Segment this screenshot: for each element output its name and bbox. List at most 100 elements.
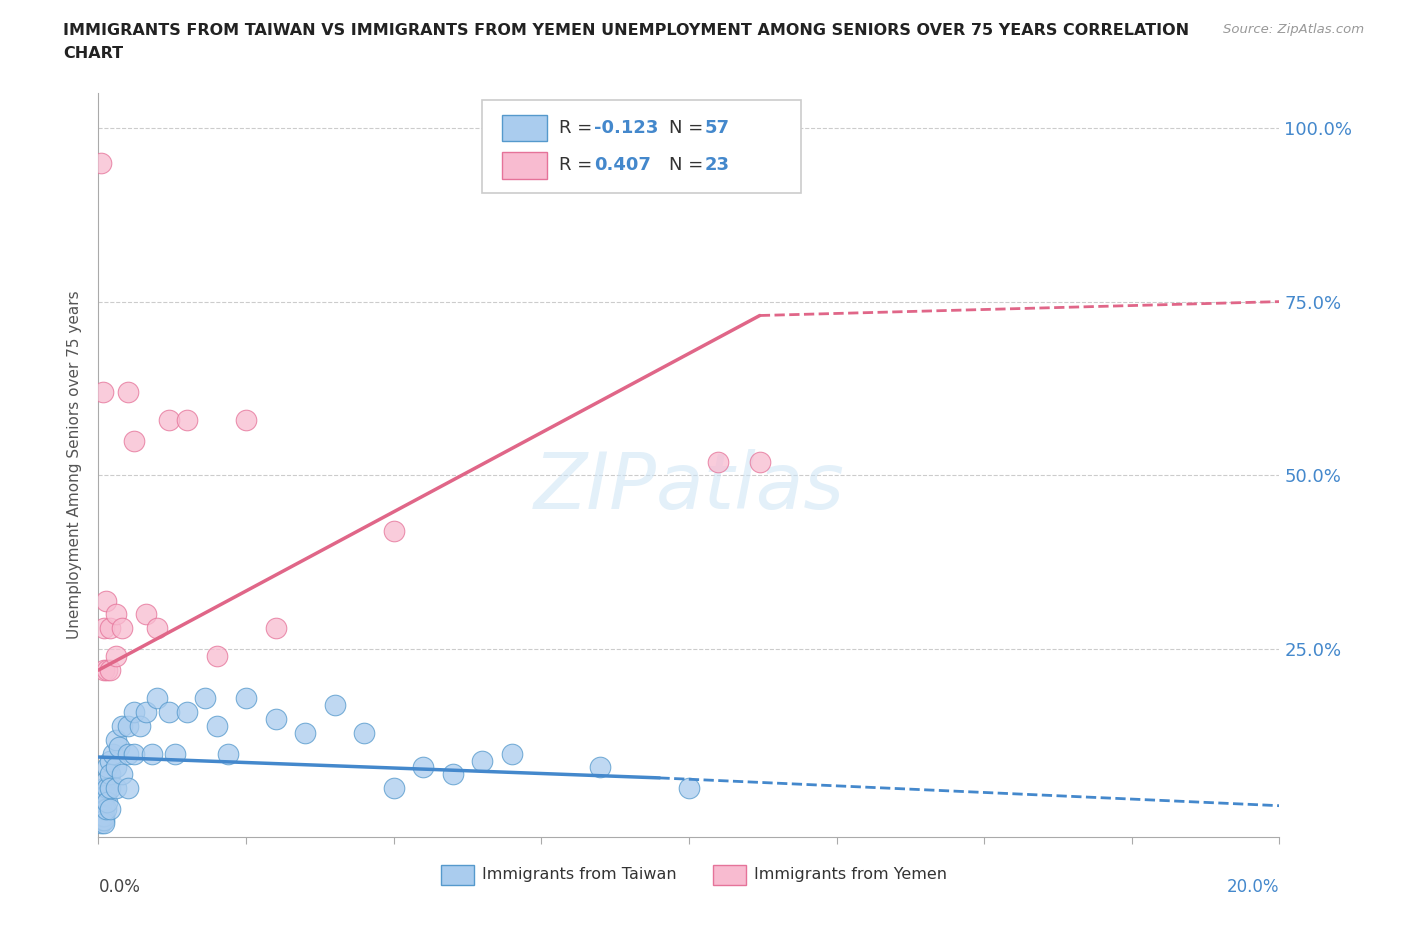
Point (93, 802, 115, 817)
Point (748, 454, 770, 469)
Point (146, 621, 169, 636)
Point (157, 704, 180, 719)
Point (678, 781, 700, 796)
Point (98, 781, 121, 796)
Point (94, 788, 117, 803)
Text: Source: ZipAtlas.com: Source: ZipAtlas.com (1223, 23, 1364, 36)
Point (707, 454, 730, 469)
Point (294, 725, 316, 740)
Point (93, 788, 115, 803)
Point (105, 732, 128, 747)
Point (94, 774, 117, 789)
Point (589, 760, 612, 775)
Point (103, 746, 125, 761)
Point (122, 746, 145, 761)
Point (105, 781, 128, 796)
Point (382, 524, 405, 538)
Point (105, 607, 128, 622)
Point (117, 718, 139, 733)
Point (264, 621, 287, 636)
Point (117, 746, 139, 761)
Point (105, 649, 128, 664)
Point (93, 812, 115, 827)
Point (90, 788, 112, 803)
Point (382, 781, 405, 796)
Point (90, 812, 112, 827)
Point (91, 812, 114, 827)
Point (98, 802, 121, 817)
Point (135, 704, 157, 719)
Point (91, 809, 114, 824)
Point (264, 711, 287, 726)
Text: 0.0%: 0.0% (98, 878, 141, 896)
Point (353, 725, 375, 740)
Point (157, 412, 180, 427)
Text: IMMIGRANTS FROM TAIWAN VS IMMIGRANTS FROM YEMEN UNEMPLOYMENT AMONG SENIORS OVER : IMMIGRANTS FROM TAIWAN VS IMMIGRANTS FRO… (63, 23, 1189, 38)
FancyBboxPatch shape (502, 114, 547, 141)
Point (91, 384, 114, 399)
Point (93, 621, 115, 636)
Point (111, 767, 134, 782)
Point (235, 690, 257, 705)
Point (146, 690, 169, 705)
Y-axis label: Unemployment Among Seniors over 75 years: Unemployment Among Seniors over 75 years (67, 291, 83, 639)
Point (135, 607, 157, 622)
Point (96, 663, 118, 678)
Text: CHART: CHART (63, 46, 124, 61)
Point (176, 704, 198, 719)
Point (117, 781, 139, 796)
Point (90, 816, 112, 830)
Point (205, 718, 228, 733)
Point (165, 746, 187, 761)
Point (98, 753, 121, 768)
Point (96, 781, 118, 796)
Point (93, 663, 115, 678)
Point (94, 802, 117, 817)
Point (128, 718, 150, 733)
Point (90, 155, 112, 170)
Point (471, 753, 494, 768)
Text: R =: R = (560, 156, 598, 174)
Point (96, 795, 118, 810)
Point (122, 433, 145, 448)
Point (141, 746, 163, 761)
Text: R =: R = (560, 119, 598, 137)
Text: 20.0%: 20.0% (1227, 878, 1279, 896)
Point (98, 663, 121, 678)
FancyBboxPatch shape (713, 865, 745, 885)
FancyBboxPatch shape (441, 865, 474, 885)
Point (98, 621, 121, 636)
Point (96, 760, 118, 775)
Point (176, 412, 198, 427)
Point (108, 739, 131, 754)
Point (111, 718, 134, 733)
Point (111, 621, 134, 636)
Point (94, 593, 117, 608)
Text: N =: N = (669, 119, 709, 137)
Text: -0.123: -0.123 (595, 119, 659, 137)
Point (93, 781, 115, 796)
Point (90, 809, 112, 824)
Text: ZIPatlas: ZIPatlas (533, 449, 845, 525)
Point (93, 816, 115, 830)
Point (105, 760, 128, 775)
Text: 0.407: 0.407 (595, 156, 651, 174)
Point (122, 704, 145, 719)
Point (205, 649, 228, 664)
Text: 23: 23 (704, 156, 730, 174)
Point (117, 384, 139, 399)
FancyBboxPatch shape (482, 100, 801, 193)
Point (501, 746, 523, 761)
Text: Immigrants from Taiwan: Immigrants from Taiwan (482, 868, 676, 883)
Point (217, 746, 239, 761)
Text: 57: 57 (704, 119, 730, 137)
FancyBboxPatch shape (502, 152, 547, 179)
Point (194, 690, 217, 705)
Point (323, 698, 346, 712)
Point (412, 760, 434, 775)
Text: N =: N = (669, 156, 709, 174)
Point (93, 809, 115, 824)
Point (90, 802, 112, 817)
Text: Immigrants from Yemen: Immigrants from Yemen (754, 868, 946, 883)
Point (441, 767, 464, 782)
